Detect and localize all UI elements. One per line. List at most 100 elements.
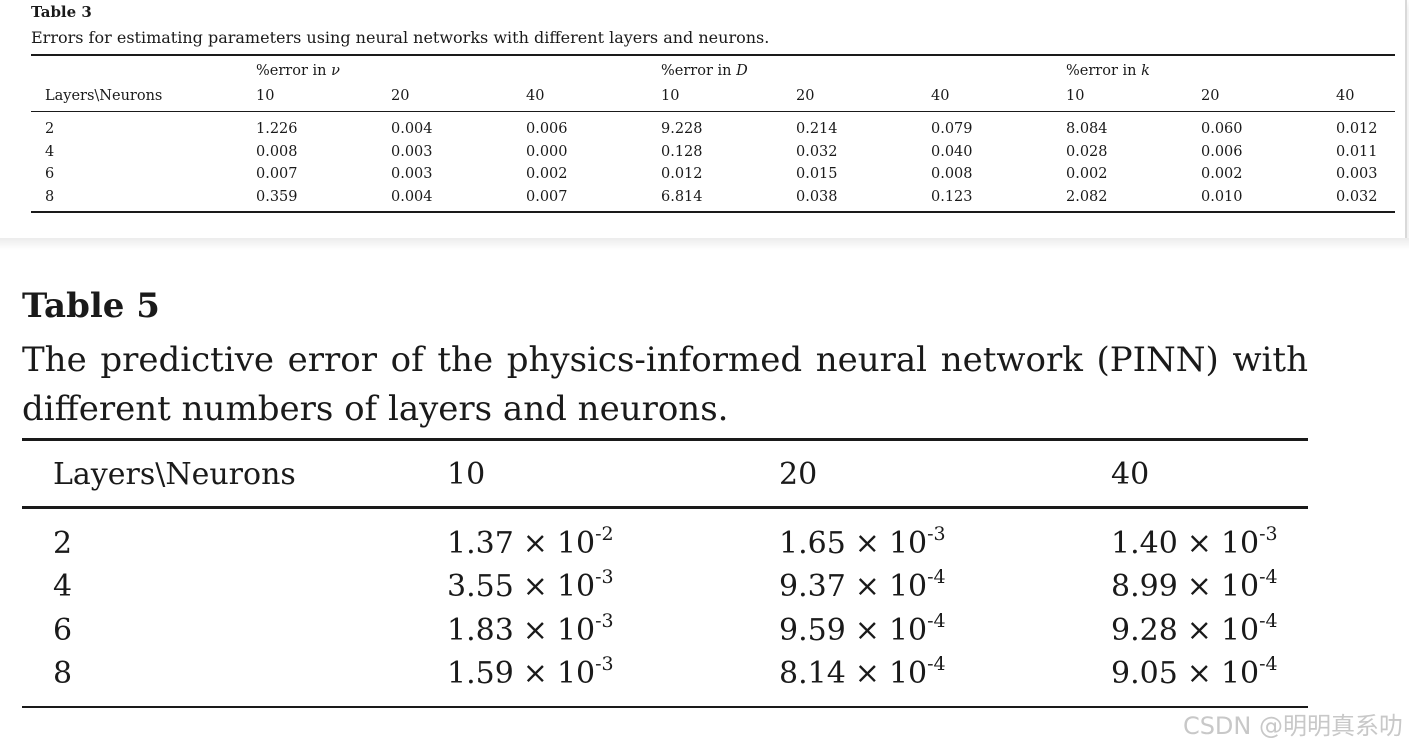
table5-label: Table 5 <box>22 286 160 326</box>
table5-header-rule <box>22 506 1308 509</box>
table3-value-cell: 0.060 <box>1201 121 1243 137</box>
times-sign: × <box>522 656 548 691</box>
exponent: -2 <box>595 523 614 545</box>
watermark: CSDN @明明真系叻 <box>1182 712 1403 740</box>
table3-neurons-header: 40 <box>526 88 545 104</box>
base: 10 <box>1220 569 1260 604</box>
table3-value-cell: 0.015 <box>796 166 838 182</box>
table3-value-cell: 0.214 <box>796 121 838 137</box>
base: 10 <box>556 656 596 691</box>
exponent: -3 <box>595 610 614 632</box>
table3-layers-cell: 8 <box>45 189 55 205</box>
table3-value-cell: 0.128 <box>661 144 703 160</box>
table3-value-cell: 0.008 <box>256 144 298 160</box>
times-sign: × <box>522 526 548 561</box>
table3-label: Table 3 <box>31 3 92 21</box>
exponent: -4 <box>927 610 946 632</box>
base: 10 <box>556 526 596 561</box>
table3-value-cell: 0.079 <box>931 121 973 137</box>
table3-value-cell: 0.003 <box>1336 166 1378 182</box>
base: 10 <box>1220 526 1260 561</box>
times-sign: × <box>854 613 880 648</box>
table5-value-cell: 9.05 × 10-4 <box>1111 655 1278 692</box>
table3-neurons-header: 10 <box>256 88 275 104</box>
times-sign: × <box>1186 656 1212 691</box>
mantissa: 8.99 <box>1111 569 1178 604</box>
table3-row-header: Layers\Neurons <box>45 88 163 104</box>
table3-group-nu: %error in ν <box>256 63 340 79</box>
table3-value-cell: 0.038 <box>796 189 838 205</box>
table5-layers-cell: 6 <box>53 613 73 648</box>
table5-row-header: Layers\Neurons <box>53 457 296 492</box>
table3-value-cell: 0.123 <box>931 189 973 205</box>
table5-layers-cell: 2 <box>53 526 73 561</box>
exponent: -4 <box>1259 566 1278 588</box>
table3-value-cell: 0.004 <box>391 121 433 137</box>
exponent: -4 <box>927 653 946 675</box>
table3-value-cell: 0.002 <box>526 166 568 182</box>
table3-value-cell: 8.084 <box>1066 121 1108 137</box>
table5-neurons-header: 10 <box>447 457 486 492</box>
base: 10 <box>1220 656 1260 691</box>
table3-value-cell: 0.006 <box>526 121 568 137</box>
table3-value-cell: 0.040 <box>931 144 973 160</box>
table5-value-cell: 1.59 × 10-3 <box>447 653 614 692</box>
base: 10 <box>556 569 596 604</box>
table3-neurons-header: 20 <box>391 88 410 104</box>
table3-top-rule <box>31 54 1395 56</box>
table3-neurons-header: 20 <box>796 88 815 104</box>
mantissa: 1.40 <box>1111 526 1178 561</box>
table3-layers-cell: 6 <box>45 166 55 182</box>
table3-value-cell: 2.082 <box>1066 189 1108 205</box>
table3-value-cell: 0.032 <box>1336 189 1378 205</box>
table3-value-cell: 0.010 <box>1201 189 1243 205</box>
mantissa: 9.37 <box>779 569 846 604</box>
exponent: -3 <box>595 653 614 675</box>
table5-value-cell: 9.59 × 10-4 <box>779 610 946 649</box>
table3-value-cell: 0.032 <box>796 144 838 160</box>
table3-value-cell: 0.000 <box>526 144 568 160</box>
times-sign: × <box>1186 613 1212 648</box>
mantissa: 9.28 <box>1111 613 1178 648</box>
mantissa: 3.55 <box>447 569 514 604</box>
table5-value-cell: 8.14 × 10-4 <box>779 653 946 692</box>
base: 10 <box>888 526 928 561</box>
table3-value-cell: 6.814 <box>661 189 703 205</box>
exponent: -4 <box>927 566 946 588</box>
table5-value-cell: 9.37 × 10-4 <box>779 566 946 605</box>
table3-value-cell: 0.359 <box>256 189 298 205</box>
table3-group-k: %error in k <box>1066 63 1150 79</box>
table3-value-cell: 0.003 <box>391 144 433 160</box>
table5-value-cell: 1.65 × 10-3 <box>779 523 946 562</box>
table3-layers-cell: 2 <box>45 121 55 137</box>
table5-value-cell: 3.55 × 10-3 <box>447 566 614 605</box>
table3-value-cell: 0.012 <box>661 166 703 182</box>
exponent: -4 <box>1259 610 1278 632</box>
table3-neurons-header: 10 <box>1066 88 1085 104</box>
mantissa: 1.59 <box>447 656 514 691</box>
times-sign: × <box>854 569 880 604</box>
table3-header-rule <box>31 111 1395 112</box>
base: 10 <box>888 613 928 648</box>
mantissa: 1.37 <box>447 526 514 561</box>
exponent: -3 <box>927 523 946 545</box>
table3-value-cell: 0.012 <box>1336 121 1378 137</box>
table5-value-cell: 1.37 × 10-2 <box>447 523 614 562</box>
base: 10 <box>1220 613 1260 648</box>
times-sign: × <box>1186 526 1212 561</box>
table3-bottom-rule <box>31 211 1395 213</box>
table3-value-cell: 0.002 <box>1066 166 1108 182</box>
mantissa: 1.83 <box>447 613 514 648</box>
table3-panel: Table 3 Errors for estimating parameters… <box>0 0 1407 238</box>
exponent: -3 <box>1259 523 1278 545</box>
panel-gap <box>0 238 1409 250</box>
table3-neurons-header: 20 <box>1201 88 1220 104</box>
table3-value-cell: 1.226 <box>256 121 298 137</box>
table3-neurons-header: 40 <box>931 88 950 104</box>
table5-value-cell: 9.28 × 10-4 <box>1111 610 1278 649</box>
table3-layers-cell: 4 <box>45 144 55 160</box>
table3-value-cell: 0.011 <box>1336 144 1378 160</box>
exponent: -3 <box>595 566 614 588</box>
table3-neurons-header: 10 <box>661 88 680 104</box>
times-sign: × <box>522 613 548 648</box>
